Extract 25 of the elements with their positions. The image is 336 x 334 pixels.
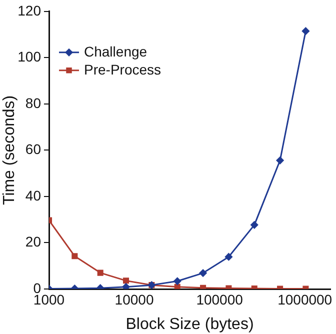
- x-tick-label: 1000000: [278, 291, 332, 308]
- y-tick-label: 120: [18, 2, 42, 18]
- x-tick-label: 10000: [114, 291, 154, 308]
- x-axis-title: Block Size (bytes): [126, 316, 254, 333]
- point: [97, 270, 104, 276]
- point: [250, 221, 258, 229]
- legend-label: Pre-Process: [84, 61, 162, 78]
- y-tick-label: 0: [33, 280, 42, 296]
- y-tick-label: 100: [18, 48, 42, 65]
- y-axis-title: Time (seconds): [1, 95, 18, 206]
- point: [276, 156, 284, 164]
- y-tick-label: 80: [25, 94, 42, 111]
- point: [199, 269, 207, 277]
- point: [224, 253, 232, 261]
- y-tick-label: 60: [25, 141, 42, 158]
- point: [123, 278, 130, 284]
- x-tick-label: 100000: [196, 291, 244, 308]
- point: [302, 27, 310, 35]
- point: [122, 283, 130, 289]
- point: [174, 284, 180, 289]
- y-tick-label: 40: [25, 187, 42, 204]
- point: [174, 277, 182, 285]
- legend-label: Challenge: [84, 43, 148, 60]
- y-tick-label: 20: [25, 234, 42, 250]
- point: [72, 253, 78, 260]
